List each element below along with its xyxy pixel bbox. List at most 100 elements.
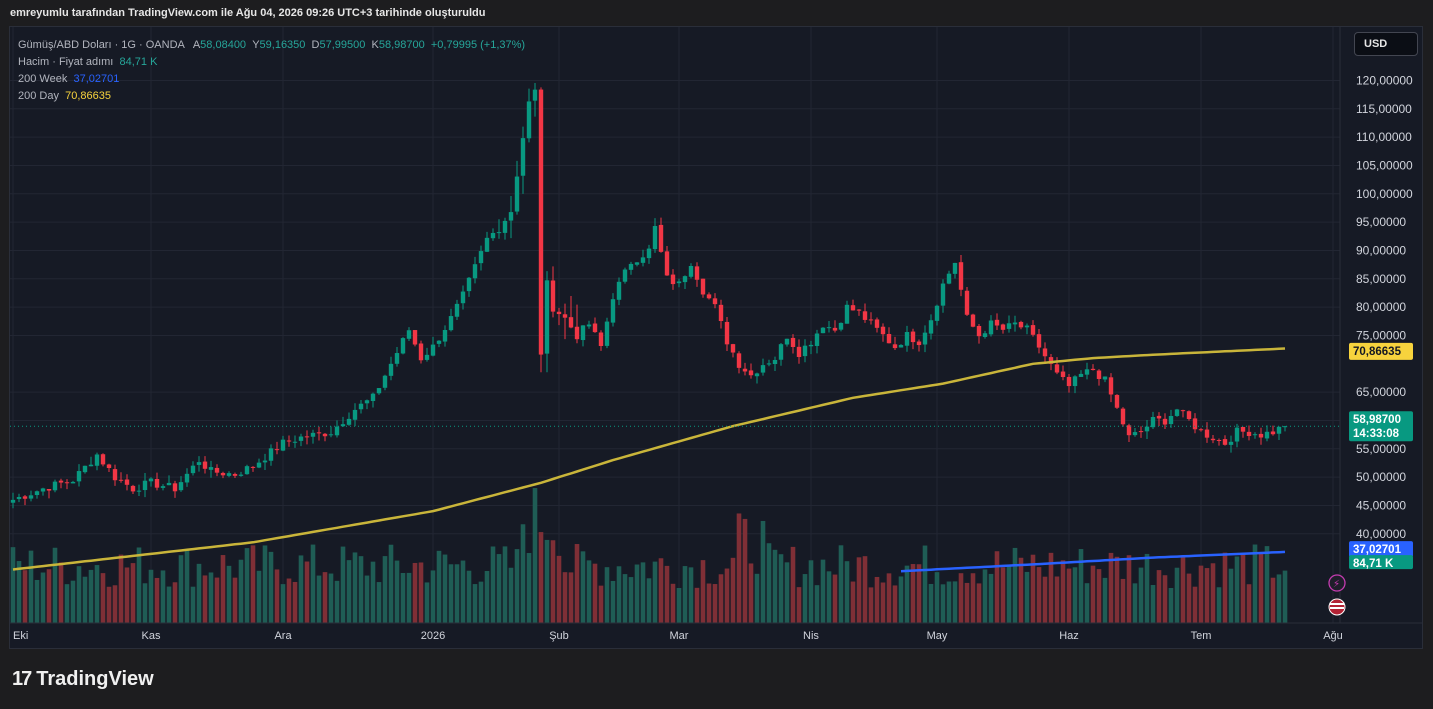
candle[interactable] (1114, 394, 1120, 408)
candle[interactable] (916, 341, 922, 346)
candle[interactable] (76, 471, 82, 482)
candle[interactable] (1024, 325, 1030, 328)
candle[interactable] (1258, 433, 1264, 438)
candle[interactable] (1096, 370, 1102, 379)
candle[interactable] (724, 321, 730, 345)
candle[interactable] (400, 338, 406, 354)
candle[interactable] (1228, 441, 1234, 445)
candle[interactable] (958, 262, 964, 290)
candle[interactable] (592, 323, 598, 333)
candle[interactable] (604, 321, 610, 346)
candle[interactable] (670, 274, 676, 285)
candle[interactable] (1000, 324, 1006, 330)
candle[interactable] (832, 327, 838, 331)
candle[interactable] (130, 485, 136, 492)
candle[interactable] (856, 309, 862, 311)
candle[interactable] (802, 345, 808, 357)
candle[interactable] (1174, 409, 1180, 416)
candle[interactable] (340, 424, 346, 427)
candle[interactable] (484, 237, 490, 252)
candle[interactable] (1138, 431, 1144, 433)
candle[interactable] (214, 467, 220, 473)
candle[interactable] (172, 483, 178, 492)
candle[interactable] (274, 449, 280, 451)
candle[interactable] (1072, 376, 1078, 387)
candle[interactable] (268, 448, 274, 461)
candle[interactable] (598, 332, 604, 347)
candle[interactable] (286, 440, 292, 442)
ma-200-day-line[interactable] (12, 347, 1286, 571)
candle[interactable] (376, 388, 382, 394)
candle[interactable] (844, 304, 850, 324)
candle[interactable] (1084, 369, 1090, 375)
candle[interactable] (742, 368, 748, 372)
candle[interactable] (646, 248, 652, 259)
candle[interactable] (1180, 410, 1186, 412)
candle[interactable] (748, 370, 754, 376)
candle[interactable] (532, 89, 538, 101)
candle[interactable] (1102, 376, 1108, 380)
candle[interactable] (298, 436, 304, 441)
candle[interactable] (208, 467, 214, 470)
candle[interactable] (154, 479, 160, 488)
candle[interactable] (226, 473, 232, 476)
candle[interactable] (148, 478, 154, 482)
candle[interactable] (1006, 323, 1012, 329)
candle[interactable] (922, 332, 928, 345)
candle[interactable] (568, 317, 574, 328)
candle[interactable] (904, 332, 910, 346)
candle[interactable] (304, 436, 310, 438)
candle[interactable] (388, 363, 394, 376)
candle[interactable] (910, 331, 916, 343)
candle[interactable] (472, 264, 478, 279)
candle[interactable] (196, 462, 202, 465)
candle[interactable] (1162, 418, 1168, 425)
candle[interactable] (166, 482, 172, 486)
candle[interactable] (28, 495, 34, 499)
candle[interactable] (526, 101, 532, 139)
candle[interactable] (52, 481, 58, 491)
candle[interactable] (478, 251, 484, 264)
candle[interactable] (982, 333, 988, 337)
candle[interactable] (892, 344, 898, 349)
candle[interactable] (874, 319, 880, 328)
candle[interactable] (616, 281, 622, 300)
candle[interactable] (520, 138, 526, 176)
candle[interactable] (316, 432, 322, 434)
candle[interactable] (970, 314, 976, 327)
candle[interactable] (178, 482, 184, 491)
candle[interactable] (280, 439, 286, 451)
candle[interactable] (898, 344, 904, 348)
candle[interactable] (1186, 411, 1192, 420)
candle[interactable] (706, 294, 712, 299)
candle[interactable] (700, 278, 706, 295)
candle[interactable] (244, 466, 250, 475)
candle[interactable] (586, 324, 592, 327)
candle[interactable] (496, 232, 502, 234)
candle[interactable] (1144, 426, 1150, 432)
candle[interactable] (370, 393, 376, 402)
candle[interactable] (796, 346, 802, 357)
candle[interactable] (490, 232, 496, 239)
candle[interactable] (124, 479, 130, 485)
candle[interactable] (448, 316, 454, 331)
candle[interactable] (334, 426, 340, 436)
candle[interactable] (928, 320, 934, 334)
candle[interactable] (136, 490, 142, 492)
candle[interactable] (994, 319, 1000, 326)
candle[interactable] (862, 311, 868, 320)
candle[interactable] (328, 434, 334, 436)
candle[interactable] (406, 330, 412, 339)
candle[interactable] (712, 298, 718, 305)
candle[interactable] (940, 283, 946, 306)
candle[interactable] (46, 489, 52, 491)
candle[interactable] (394, 353, 400, 364)
candle[interactable] (682, 276, 688, 283)
candle[interactable] (574, 326, 580, 340)
candle[interactable] (1066, 376, 1072, 387)
candle[interactable] (460, 291, 466, 304)
candle[interactable] (88, 464, 94, 467)
candle[interactable] (352, 409, 358, 420)
candle[interactable] (1150, 416, 1156, 428)
ma-200-week-line[interactable] (900, 550, 1286, 573)
